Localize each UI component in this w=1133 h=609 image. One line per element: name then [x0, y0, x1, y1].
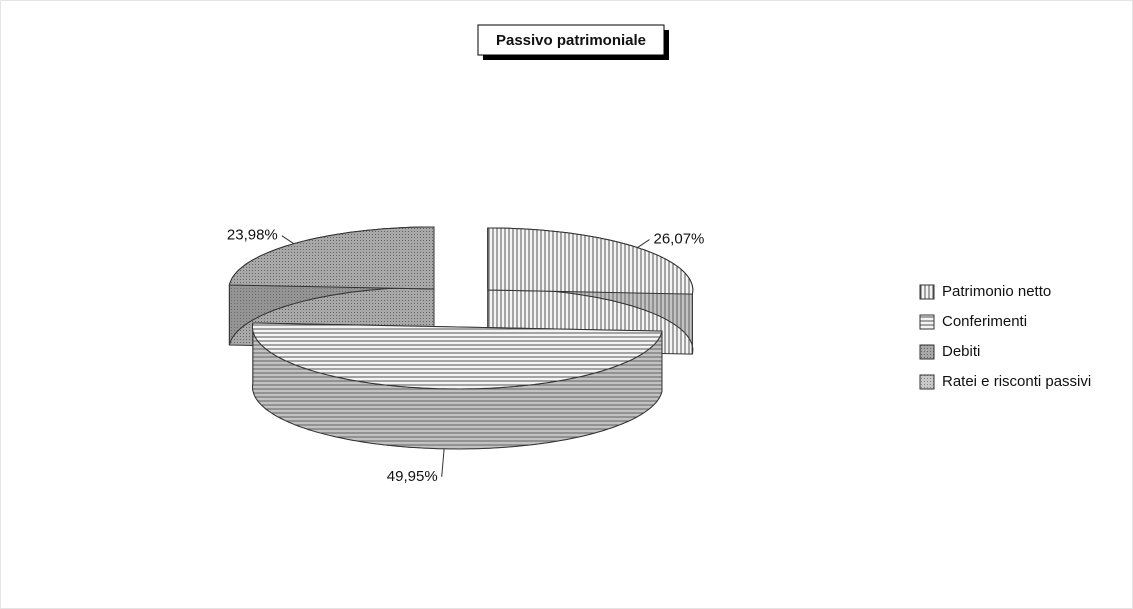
slice [252, 322, 663, 450]
data-label: 26,07% [654, 231, 705, 248]
legend-label: Conferimenti [942, 313, 1027, 330]
slice-top [252, 322, 663, 390]
legend-swatch [919, 374, 935, 390]
data-label: 23,98% [227, 227, 278, 244]
leader-line [637, 239, 650, 249]
data-label: 49,95% [387, 468, 438, 485]
leader-line [281, 235, 295, 245]
legend-swatch [919, 314, 935, 330]
title-box [477, 24, 665, 56]
legend-label: Debiti [942, 343, 980, 360]
legend-label: Patrimonio netto [942, 283, 1051, 300]
legend-label: Ratei e risconti passivi [942, 373, 1091, 390]
leader-line [441, 448, 445, 477]
legend-swatch [919, 284, 935, 300]
chart-title: Passivo patrimoniale [496, 32, 646, 49]
legend-swatch [919, 344, 935, 360]
